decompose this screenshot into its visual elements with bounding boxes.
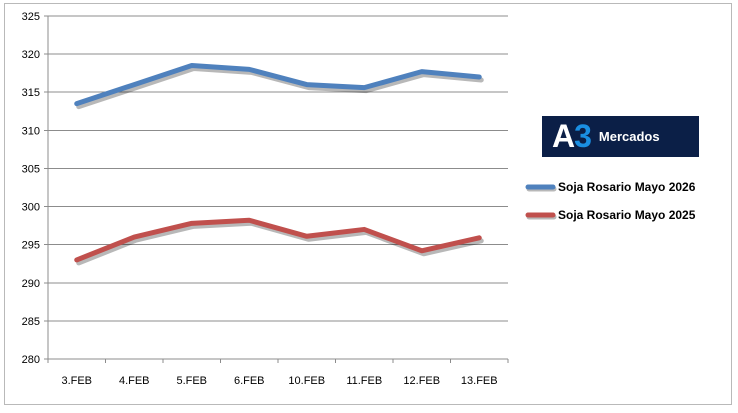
y-tick-label: 285 [22, 316, 40, 328]
x-tick-label: 5.FEB [176, 375, 207, 387]
x-tick-label: 6.FEB [234, 375, 265, 387]
logo-mark: A3 [552, 118, 592, 154]
a3-mercados-logo: A3 Mercados [542, 116, 699, 157]
y-tick-label: 290 [22, 278, 40, 290]
y-tick-label: 315 [22, 87, 40, 99]
x-tick-label: 11.FEB [346, 375, 382, 387]
x-tick-label: 13.FEB [461, 375, 498, 387]
y-tick-label: 295 [22, 240, 40, 252]
y-tick-label: 305 [22, 163, 40, 175]
x-tick-label: 3.FEB [61, 375, 92, 387]
series-line-1 [74, 63, 482, 107]
x-tick-label: 4.FEB [119, 375, 150, 387]
y-tick-label: 310 [22, 125, 40, 137]
logo-text: Mercados [598, 129, 660, 144]
y-tick-label: 280 [22, 354, 40, 366]
x-tick-label: 12.FEB [403, 375, 440, 387]
chart-frame [4, 3, 732, 405]
legend-label: Soja Rosario Mayo 2025 [558, 208, 696, 222]
y-tick-label: 325 [22, 11, 40, 23]
series-line-2 [74, 217, 482, 263]
legend-label: Soja Rosario Mayo 2026 [558, 180, 696, 194]
y-tick-label: 320 [22, 49, 40, 61]
x-tick-label: 10.FEB [288, 375, 325, 387]
y-tick-label: 300 [22, 202, 40, 214]
